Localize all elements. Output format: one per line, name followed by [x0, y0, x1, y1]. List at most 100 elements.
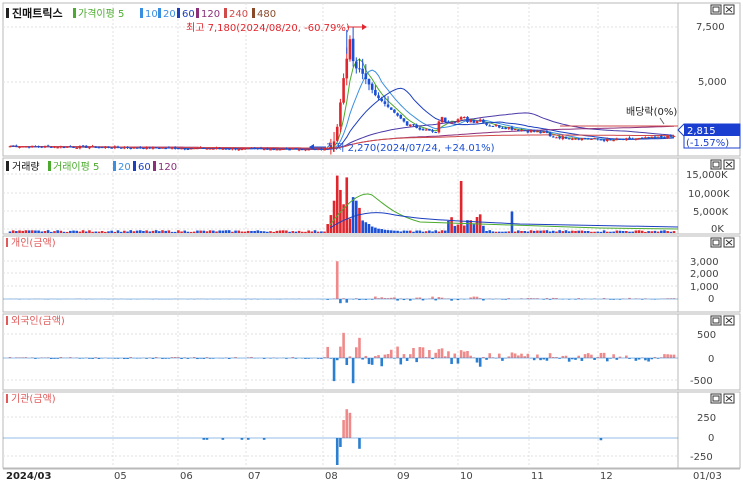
volume-bar	[225, 230, 228, 233]
volume-bar	[384, 230, 387, 233]
volume-maximize-button[interactable]	[711, 160, 721, 169]
current-price-change: (-1.57%)	[686, 138, 729, 149]
volume-bar	[126, 232, 129, 233]
candle	[514, 129, 517, 130]
volume-bar	[12, 230, 15, 233]
individual-close-button[interactable]	[724, 238, 734, 247]
flow-bar	[358, 338, 361, 358]
candle	[291, 149, 294, 150]
candle	[584, 138, 587, 139]
candle	[384, 101, 387, 104]
volume-bar	[641, 231, 644, 233]
svg-text:0K: 0K	[711, 224, 724, 235]
volume-bar	[517, 230, 520, 233]
flow-bar	[412, 348, 415, 358]
candle	[479, 120, 482, 122]
volume-bar	[326, 224, 329, 233]
flow-bar	[384, 355, 387, 358]
candle	[199, 148, 202, 149]
candle	[447, 121, 450, 122]
flow-bar	[663, 354, 666, 358]
flow-bar	[587, 353, 590, 358]
volume-bar	[190, 232, 193, 233]
foreign-close-button[interactable]	[724, 316, 734, 325]
volume-bar	[215, 231, 218, 233]
x-label: 08	[325, 471, 338, 482]
volume-bar	[616, 231, 619, 233]
volume-bar	[199, 231, 202, 233]
volume-close-button[interactable]	[724, 160, 734, 169]
candle	[133, 147, 136, 148]
flow-bar	[562, 356, 565, 358]
flow-bar	[339, 438, 342, 447]
candle	[298, 149, 301, 150]
candle	[171, 148, 174, 149]
flow-bar	[399, 358, 402, 364]
volume-bar	[600, 232, 603, 233]
candle	[63, 147, 66, 148]
individual-maximize-button[interactable]	[711, 238, 721, 247]
flow-bar	[349, 413, 352, 438]
volume-bar	[581, 231, 584, 233]
x-label: 06	[180, 471, 193, 482]
candle	[206, 149, 209, 150]
volume-bar	[47, 230, 50, 233]
volume-bar	[466, 220, 469, 233]
flow-bar	[488, 353, 491, 358]
candle	[342, 78, 345, 103]
flow-bar	[517, 355, 520, 358]
volume-bar	[117, 230, 120, 233]
volume-bar	[301, 232, 304, 233]
volume-bar	[612, 232, 615, 233]
volume-bar	[253, 231, 256, 233]
flow-bar	[600, 438, 603, 440]
volume-ma120-label: 120	[158, 162, 177, 173]
flow-bar	[422, 347, 425, 358]
candle	[412, 124, 415, 125]
candle	[320, 149, 323, 150]
candle	[628, 138, 631, 139]
candle	[577, 138, 580, 139]
volume-bar	[94, 232, 97, 233]
volume-bar	[276, 231, 279, 233]
candle	[253, 148, 256, 149]
flow-bar	[336, 261, 339, 299]
volume-bar	[460, 181, 463, 233]
candle	[450, 123, 453, 124]
candle	[56, 147, 59, 148]
candle	[380, 99, 383, 101]
candle	[453, 122, 456, 123]
candle	[145, 147, 148, 149]
flow-bar	[466, 351, 469, 358]
institution-close-button[interactable]	[724, 394, 734, 403]
candle	[406, 121, 409, 125]
candle	[523, 130, 526, 131]
svg-text:7,500: 7,500	[696, 22, 725, 33]
volume-bar	[298, 231, 301, 233]
institution-maximize-button[interactable]	[711, 394, 721, 403]
volume-bar	[434, 230, 437, 233]
candle	[34, 146, 37, 147]
price-close-button[interactable]	[724, 5, 734, 14]
candle	[142, 148, 145, 149]
x-label: 11	[531, 471, 544, 482]
price-maximize-button[interactable]	[711, 5, 721, 14]
candle	[422, 129, 425, 130]
volume-bar	[596, 232, 599, 233]
candle	[168, 148, 171, 149]
flow-bar	[527, 354, 530, 358]
candle	[463, 117, 466, 118]
volume-bar	[606, 232, 609, 233]
foreign-maximize-button[interactable]	[711, 316, 721, 325]
volume-bar	[374, 228, 377, 233]
flow-bar	[326, 347, 329, 358]
volume-bar	[568, 231, 571, 233]
flow-bar	[339, 299, 342, 303]
candle	[307, 149, 310, 150]
volume-bar	[476, 217, 479, 233]
svg-text:외국인(금액): 외국인(금액)	[11, 315, 65, 327]
volume-bar	[501, 232, 504, 233]
volume-bar	[511, 211, 514, 233]
flow-bar	[514, 353, 517, 358]
candle	[164, 148, 167, 149]
